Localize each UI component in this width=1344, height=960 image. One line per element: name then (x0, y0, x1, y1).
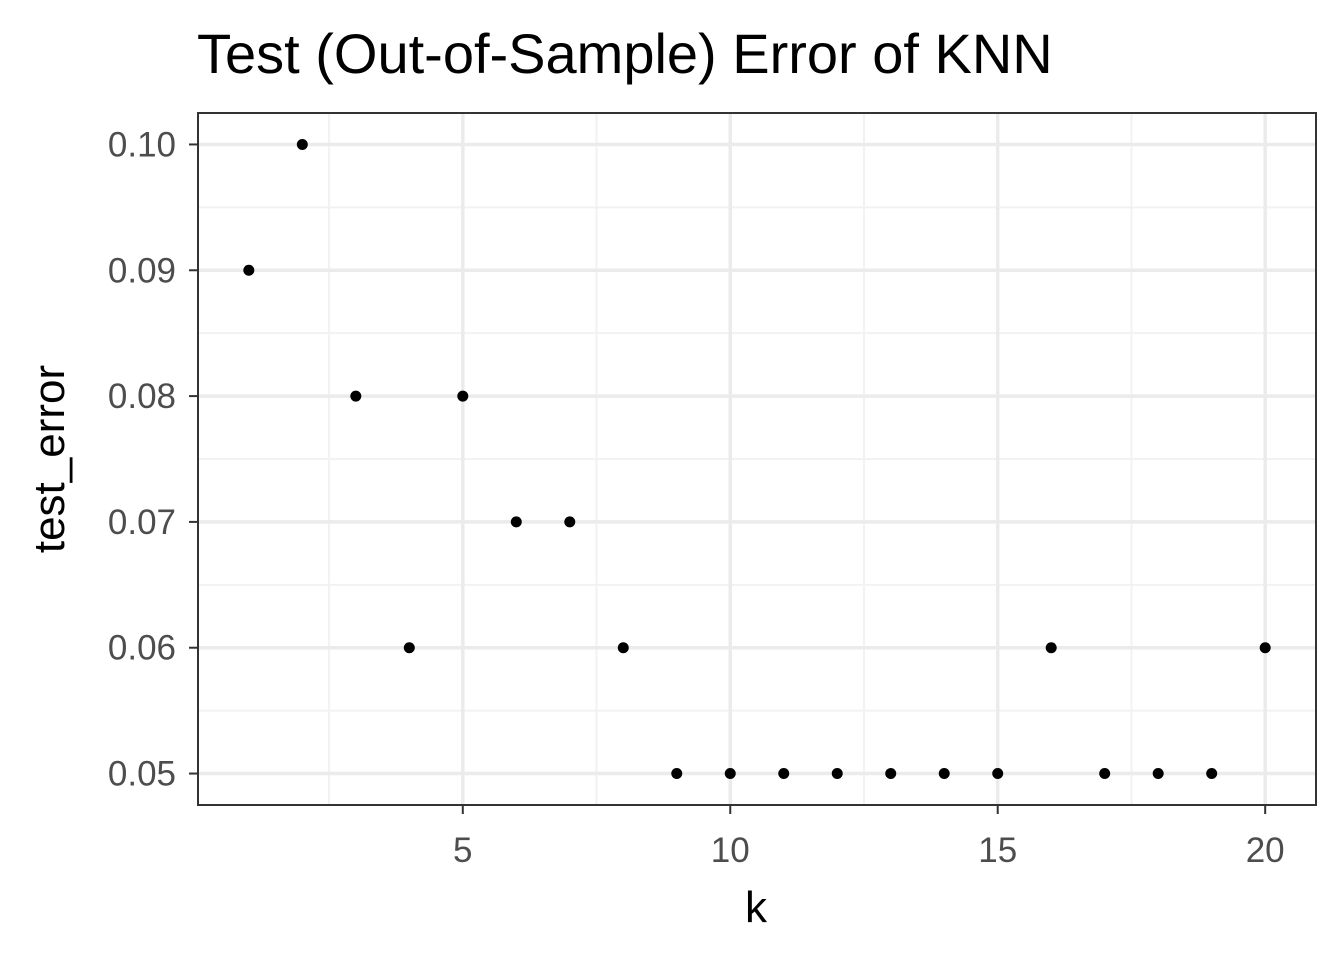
panel-border (197, 112, 1317, 806)
y-tick-label: 0.06 (108, 629, 176, 668)
x-tick-label: 15 (978, 831, 1017, 870)
data-point (885, 768, 897, 780)
minor-gridlines (198, 113, 1316, 805)
data-point (617, 642, 629, 654)
data-point (403, 642, 415, 654)
data-point (1206, 768, 1218, 780)
y-axis-ticks: 0.05 0.06 0.07 0.08 0.09 0.10 (108, 125, 198, 794)
data-point (724, 768, 736, 780)
data-point (778, 768, 790, 780)
data-point (1045, 642, 1057, 654)
data-point (831, 768, 843, 780)
x-axis-title: k (745, 883, 768, 932)
data-point (1259, 642, 1271, 654)
x-tick-label: 5 (453, 831, 472, 870)
x-tick-label: 10 (711, 831, 750, 870)
data-point (671, 768, 683, 780)
y-tick-label: 0.10 (108, 125, 176, 164)
x-tick-label: 20 (1246, 831, 1285, 870)
data-point (350, 390, 362, 402)
data-point (564, 516, 576, 528)
data-point (992, 768, 1004, 780)
major-gridlines (198, 113, 1316, 805)
data-points (243, 138, 1271, 780)
data-point (1099, 768, 1111, 780)
x-axis-ticks: 5 10 15 20 (453, 805, 1285, 870)
chart-title: Test (Out-of-Sample) Error of KNN (197, 22, 1053, 85)
data-point (938, 768, 950, 780)
y-tick-label: 0.08 (108, 377, 176, 416)
data-point (1152, 768, 1164, 780)
data-point (457, 390, 469, 402)
y-tick-label: 0.05 (108, 755, 176, 794)
y-tick-label: 0.07 (108, 503, 176, 542)
data-point (296, 138, 308, 150)
data-point (243, 264, 255, 276)
y-axis-title: test_error (25, 365, 74, 553)
y-tick-label: 0.09 (108, 251, 176, 290)
data-point (510, 516, 522, 528)
